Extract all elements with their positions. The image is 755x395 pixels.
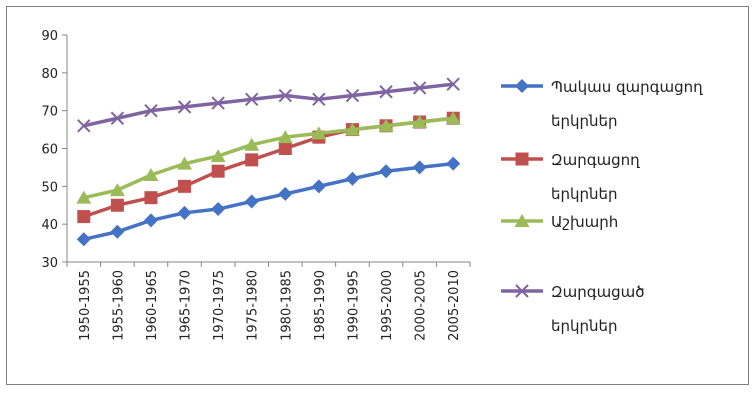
legend-marker-4 — [515, 284, 529, 298]
series-3-point — [378, 118, 394, 132]
line-chart: 30 40 50 60 70 80 90 1950-1955 1955-1960 1960-196… — [41, 29, 703, 341]
x-tick-label: 2005-2010 — [447, 270, 462, 341]
legend-marker-1 — [515, 79, 529, 93]
series-4-point — [211, 96, 225, 110]
series-1-point — [143, 213, 158, 228]
series-4-point — [278, 88, 292, 103]
x-tick-label: 1970-1975 — [212, 270, 227, 341]
series-2-point — [110, 198, 124, 212]
legend-label-4: Զարգացած — [551, 283, 645, 301]
x-tick-label: 2000-2005 — [414, 270, 429, 341]
series-3-point — [277, 130, 293, 144]
series-4-point — [77, 119, 91, 133]
series-1-point — [379, 164, 394, 179]
series-1-point — [446, 156, 461, 171]
series-line-4 — [83, 82, 454, 128]
legend-marker-2 — [515, 152, 529, 166]
series-2-point — [77, 210, 91, 224]
x-tick-label: 1995-2000 — [380, 270, 395, 341]
series-4-point — [144, 103, 158, 118]
series-line-3 — [83, 116, 454, 200]
series-2-point — [144, 191, 158, 205]
series-line-2 — [83, 116, 454, 219]
series-3-point — [244, 137, 260, 151]
x-tick-label: 1975-1980 — [246, 270, 261, 341]
series-1-point — [412, 160, 427, 175]
chart-frame: 30 40 50 60 70 80 90 1950-1955 1955-1960 1960-196… — [6, 6, 749, 385]
series-3-point — [109, 183, 125, 197]
x-tick-label: 1990-1995 — [346, 270, 361, 341]
series-4-point — [412, 81, 427, 95]
series-4-point — [379, 85, 393, 99]
series-1-point — [177, 205, 192, 220]
y-tick-label: 40 — [41, 218, 58, 233]
series-1-point — [278, 186, 293, 201]
series-3-point — [412, 115, 428, 129]
series-3-point — [445, 111, 461, 125]
y-tick-label: 90 — [41, 29, 58, 44]
series-1-point — [211, 202, 226, 217]
series-4-point — [245, 92, 259, 107]
series-4-point — [446, 77, 460, 91]
series-1-point — [345, 171, 360, 186]
series-2-point — [245, 153, 259, 167]
y-tick-label: 80 — [41, 67, 58, 82]
legend-label-3: Աշխարհ — [551, 213, 618, 231]
legend-label-2: Զարգացող — [551, 151, 640, 169]
series-4-point — [345, 88, 360, 103]
series-2-point — [278, 142, 292, 155]
legend-marker-3 — [514, 214, 530, 227]
legend-label-4: երկրներ — [551, 317, 618, 335]
y-tick-label: 70 — [41, 105, 58, 120]
series-3-point — [210, 149, 226, 163]
x-tick-label: 1955-1960 — [111, 270, 126, 341]
series-1-point — [76, 232, 91, 247]
series-3-point — [76, 190, 92, 204]
y-tick-label: 60 — [41, 143, 58, 158]
series-3-point — [344, 122, 360, 136]
y-tick-label: 30 — [41, 256, 58, 271]
legend-label-1: երկրներ — [551, 112, 618, 130]
series-1-point — [311, 179, 326, 194]
series-4-point — [312, 92, 326, 107]
series-3-point — [311, 126, 327, 140]
x-tick-label: 1985-1990 — [313, 270, 328, 341]
series-1-point — [110, 224, 125, 239]
x-tick-label: 1980-1985 — [279, 270, 294, 341]
series-4-point — [177, 100, 192, 114]
legend-label-2: երկրներ — [551, 185, 618, 203]
series-3-point — [143, 167, 159, 181]
series-2-point — [178, 179, 192, 193]
legend-label-1: Պակաս զարգացող — [551, 78, 703, 96]
series-2-point — [211, 164, 225, 178]
x-tick-label: 1950-1955 — [78, 270, 93, 341]
x-tick-label: 1965-1970 — [179, 270, 194, 341]
series-4-point — [110, 111, 125, 125]
x-tick-label: 1960-1965 — [145, 270, 160, 341]
series-1-point — [244, 194, 259, 209]
y-tick-label: 50 — [41, 180, 58, 195]
series-3-point — [177, 156, 193, 170]
